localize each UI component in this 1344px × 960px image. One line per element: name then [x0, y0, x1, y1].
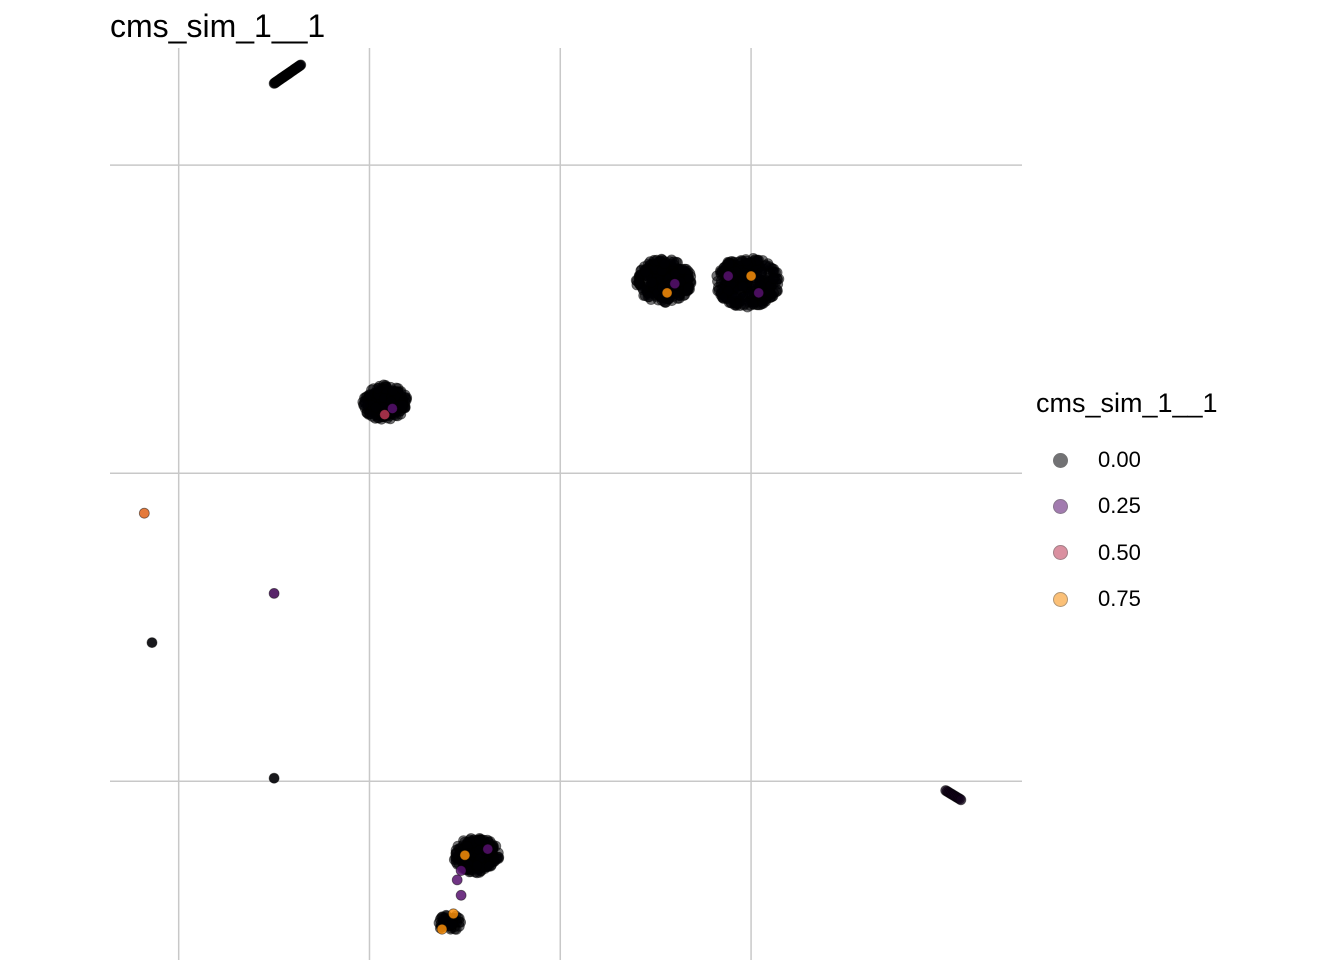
accent-point-5 — [379, 409, 391, 421]
point-10-38 — [446, 918, 458, 930]
point-1-281 — [646, 276, 658, 288]
accent-point-3 — [745, 270, 757, 282]
legend-swatch — [1036, 452, 1084, 468]
point-9-155 — [491, 853, 503, 864]
point-1-278 — [668, 256, 680, 268]
point-3-171 — [358, 398, 370, 410]
legend-swatch — [1036, 545, 1084, 561]
accent-point-4 — [722, 270, 734, 282]
accent-point-2 — [753, 287, 765, 299]
point-1-274 — [640, 266, 651, 278]
point-7 — [268, 772, 280, 784]
grid-lines — [110, 48, 1022, 960]
point-3-195 — [370, 401, 382, 413]
point-5 — [268, 588, 280, 599]
point-1-290 — [659, 258, 670, 270]
accent-point-6 — [386, 403, 398, 414]
legend: cms_sim_1__1 0.00 0.25 0.50 0.75 — [1036, 388, 1218, 622]
accent-point-0 — [669, 278, 681, 290]
point-3-194 — [397, 399, 409, 411]
point-3-199 — [366, 410, 378, 422]
accent-point-11 — [455, 889, 467, 901]
point-9-194 — [473, 834, 485, 846]
legend-label: 0.00 — [1098, 447, 1141, 473]
legend-items: 0.00 0.25 0.50 0.75 — [1036, 437, 1218, 622]
point-9-179 — [483, 861, 495, 872]
legend-label: 0.50 — [1098, 539, 1141, 565]
data-points — [138, 59, 967, 935]
point-2-315 — [723, 257, 735, 269]
point-2-316 — [756, 266, 767, 278]
legend-dot — [1052, 452, 1068, 468]
chart-title: cms_sim_1__1 — [110, 8, 326, 44]
legend-swatch — [1036, 498, 1084, 514]
point-2-305 — [737, 280, 749, 292]
accent-point-7 — [459, 849, 471, 861]
point-2-314 — [764, 287, 775, 299]
point-1-292 — [676, 263, 688, 275]
legend-dot — [1052, 498, 1068, 514]
point-2-310 — [741, 255, 752, 267]
legend-label: 0.75 — [1098, 586, 1141, 612]
legend-dot — [1052, 545, 1068, 561]
point-0-39 — [295, 59, 307, 71]
legend-swatch — [1036, 591, 1084, 607]
accent-point-10 — [451, 874, 463, 886]
legend-title: cms_sim_1__1 — [1036, 388, 1218, 418]
point-2-312 — [712, 285, 724, 297]
point-1-296 — [633, 277, 645, 289]
point-3-197 — [387, 385, 399, 397]
point-8-11 — [955, 794, 967, 806]
point-1-295 — [643, 291, 655, 303]
point-6 — [146, 637, 158, 648]
accent-point-12 — [447, 908, 459, 920]
legend-item-0: 0.00 — [1036, 437, 1218, 483]
legend-item-2: 0.50 — [1036, 530, 1218, 576]
accent-point-1 — [661, 287, 673, 299]
legend-label: 0.25 — [1098, 493, 1141, 519]
point-1-298 — [682, 282, 694, 294]
legend-item-1: 0.25 — [1036, 483, 1218, 529]
point-9-199 — [471, 860, 483, 872]
point-3-198 — [372, 382, 384, 394]
legend-dot — [1052, 591, 1068, 607]
point-2-319 — [767, 273, 779, 285]
point-1-293 — [672, 293, 684, 304]
accent-point-13 — [436, 923, 448, 935]
accent-point-9 — [455, 865, 467, 876]
legend-item-3: 0.75 — [1036, 576, 1218, 622]
accent-point-8 — [482, 843, 494, 855]
point-2-318 — [757, 297, 769, 309]
point-4 — [138, 507, 150, 519]
